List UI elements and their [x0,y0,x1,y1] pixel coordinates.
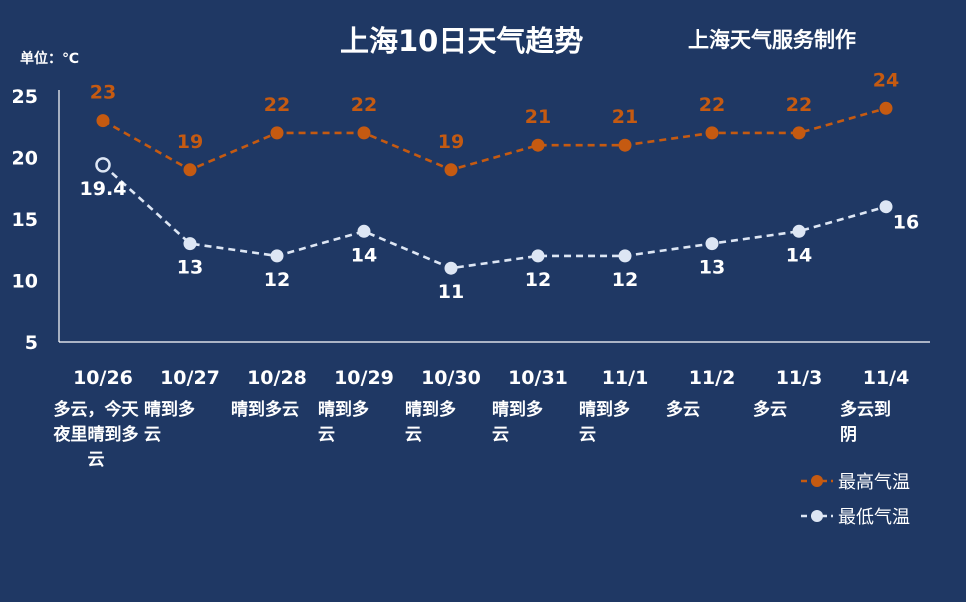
data-point-low [531,249,545,263]
data-label-low: 13 [699,257,725,279]
weather-description: 晴到多云 [144,398,234,448]
legend-low-marker [801,510,833,522]
weather-description: 晴到多云 [318,398,408,448]
x-tick-label: 10/31 [508,367,568,389]
weather-description-line: 晴到多 [405,400,456,420]
data-label-high: 23 [90,82,116,104]
weather-description-line: 多云到 [840,400,891,420]
weather-description-line: 云 [144,425,161,445]
weather-description-line: 云 [579,425,596,445]
data-label-high: 19 [438,131,464,153]
data-label-low: 14 [351,244,377,266]
data-label-high: 24 [873,69,899,91]
weather-description-line: 多云 [753,400,787,420]
data-point-high [879,101,893,115]
y-tick-label: 20 [12,148,38,170]
data-label-high: 22 [264,94,290,116]
data-label-high: 22 [699,94,725,116]
x-tick-label: 10/26 [73,367,133,389]
data-label-low: 16 [893,212,919,234]
weather-description: 多云，今天夜里晴到多云 [46,398,146,473]
data-label-low: 12 [612,269,638,291]
data-label-high: 21 [612,106,638,128]
weather-description-line: 云 [405,425,422,445]
data-point-high [618,138,632,152]
data-point-high [357,126,371,140]
data-point-low [792,224,806,238]
x-tick-label: 11/3 [776,367,823,389]
legend-item-low: 最低气温 [800,503,910,529]
weather-description-line: 云 [318,425,335,445]
y-tick-label: 15 [12,209,38,231]
y-tick-label: 5 [25,332,38,354]
x-tick-label: 10/30 [421,367,481,389]
data-label-low: 12 [525,269,551,291]
legend-high-marker [801,475,833,487]
series-line-high [102,107,887,172]
weather-description: 多云 [753,398,843,423]
weather-description: 晴到多云 [405,398,495,448]
weather-description-line: 晴到多 [492,400,543,420]
weather-description-line: 晴到多云 [231,400,299,420]
data-label-low: 19.4 [80,178,127,200]
y-tick-label: 25 [12,86,38,108]
data-point-low [357,224,371,238]
y-tick-label: 10 [12,271,38,293]
series-line-low [102,163,887,270]
data-point-low [95,157,111,173]
data-label-high: 21 [525,106,551,128]
legend-high-label: 最高气温 [838,472,910,493]
x-tick-label: 11/4 [863,367,910,389]
weather-description: 多云 [666,398,756,423]
data-point-low [183,237,197,251]
chart-title: 上海10日天气趋势 [340,24,584,58]
data-point-high [705,126,719,140]
data-label-low: 12 [264,269,290,291]
weather-description-line: 多云，今天 [53,400,139,420]
weather-description: 多云到阴 [840,398,930,448]
data-point-low [270,249,284,263]
weather-description-line: 云 [492,425,509,445]
weather-description-line: 晴到多 [144,400,195,420]
legend-item-high: 最高气温 [800,468,910,494]
weather-description-line: 多云 [666,400,700,420]
x-tick-label: 10/28 [247,367,307,389]
data-point-high [792,126,806,140]
data-point-low [444,261,458,275]
weather-description: 晴到多云 [579,398,669,448]
x-tick-label: 11/1 [602,367,649,389]
legend-low-label: 最低气温 [838,507,910,528]
data-label-high: 22 [351,94,377,116]
data-point-high [183,163,197,177]
data-label-high: 19 [177,131,203,153]
weather-description-line: 晴到多 [318,400,369,420]
data-label-low: 13 [177,257,203,279]
data-point-high [270,126,284,140]
weather-description-line: 晴到多 [579,400,630,420]
x-tick-label: 10/27 [160,367,220,389]
data-point-low [879,200,893,214]
chart-subtitle: 上海天气服务制作 [688,28,856,52]
weather-description-line: 阴 [840,425,857,445]
data-label-low: 14 [786,244,812,266]
weather-description-line: 云 [87,450,105,470]
weather-description: 晴到多云 [492,398,582,448]
weather-description-line: 夜里晴到多 [53,425,139,445]
x-tick-label: 10/29 [334,367,394,389]
data-point-high [444,163,458,177]
data-label-high: 22 [786,94,812,116]
data-point-high [96,114,110,128]
data-point-low [618,249,632,263]
data-point-high [531,138,545,152]
data-label-low: 11 [438,281,464,303]
unit-label: 单位：℃ [20,51,79,67]
weather-description: 晴到多云 [231,398,321,423]
data-point-low [705,237,719,251]
x-tick-label: 11/2 [689,367,736,389]
